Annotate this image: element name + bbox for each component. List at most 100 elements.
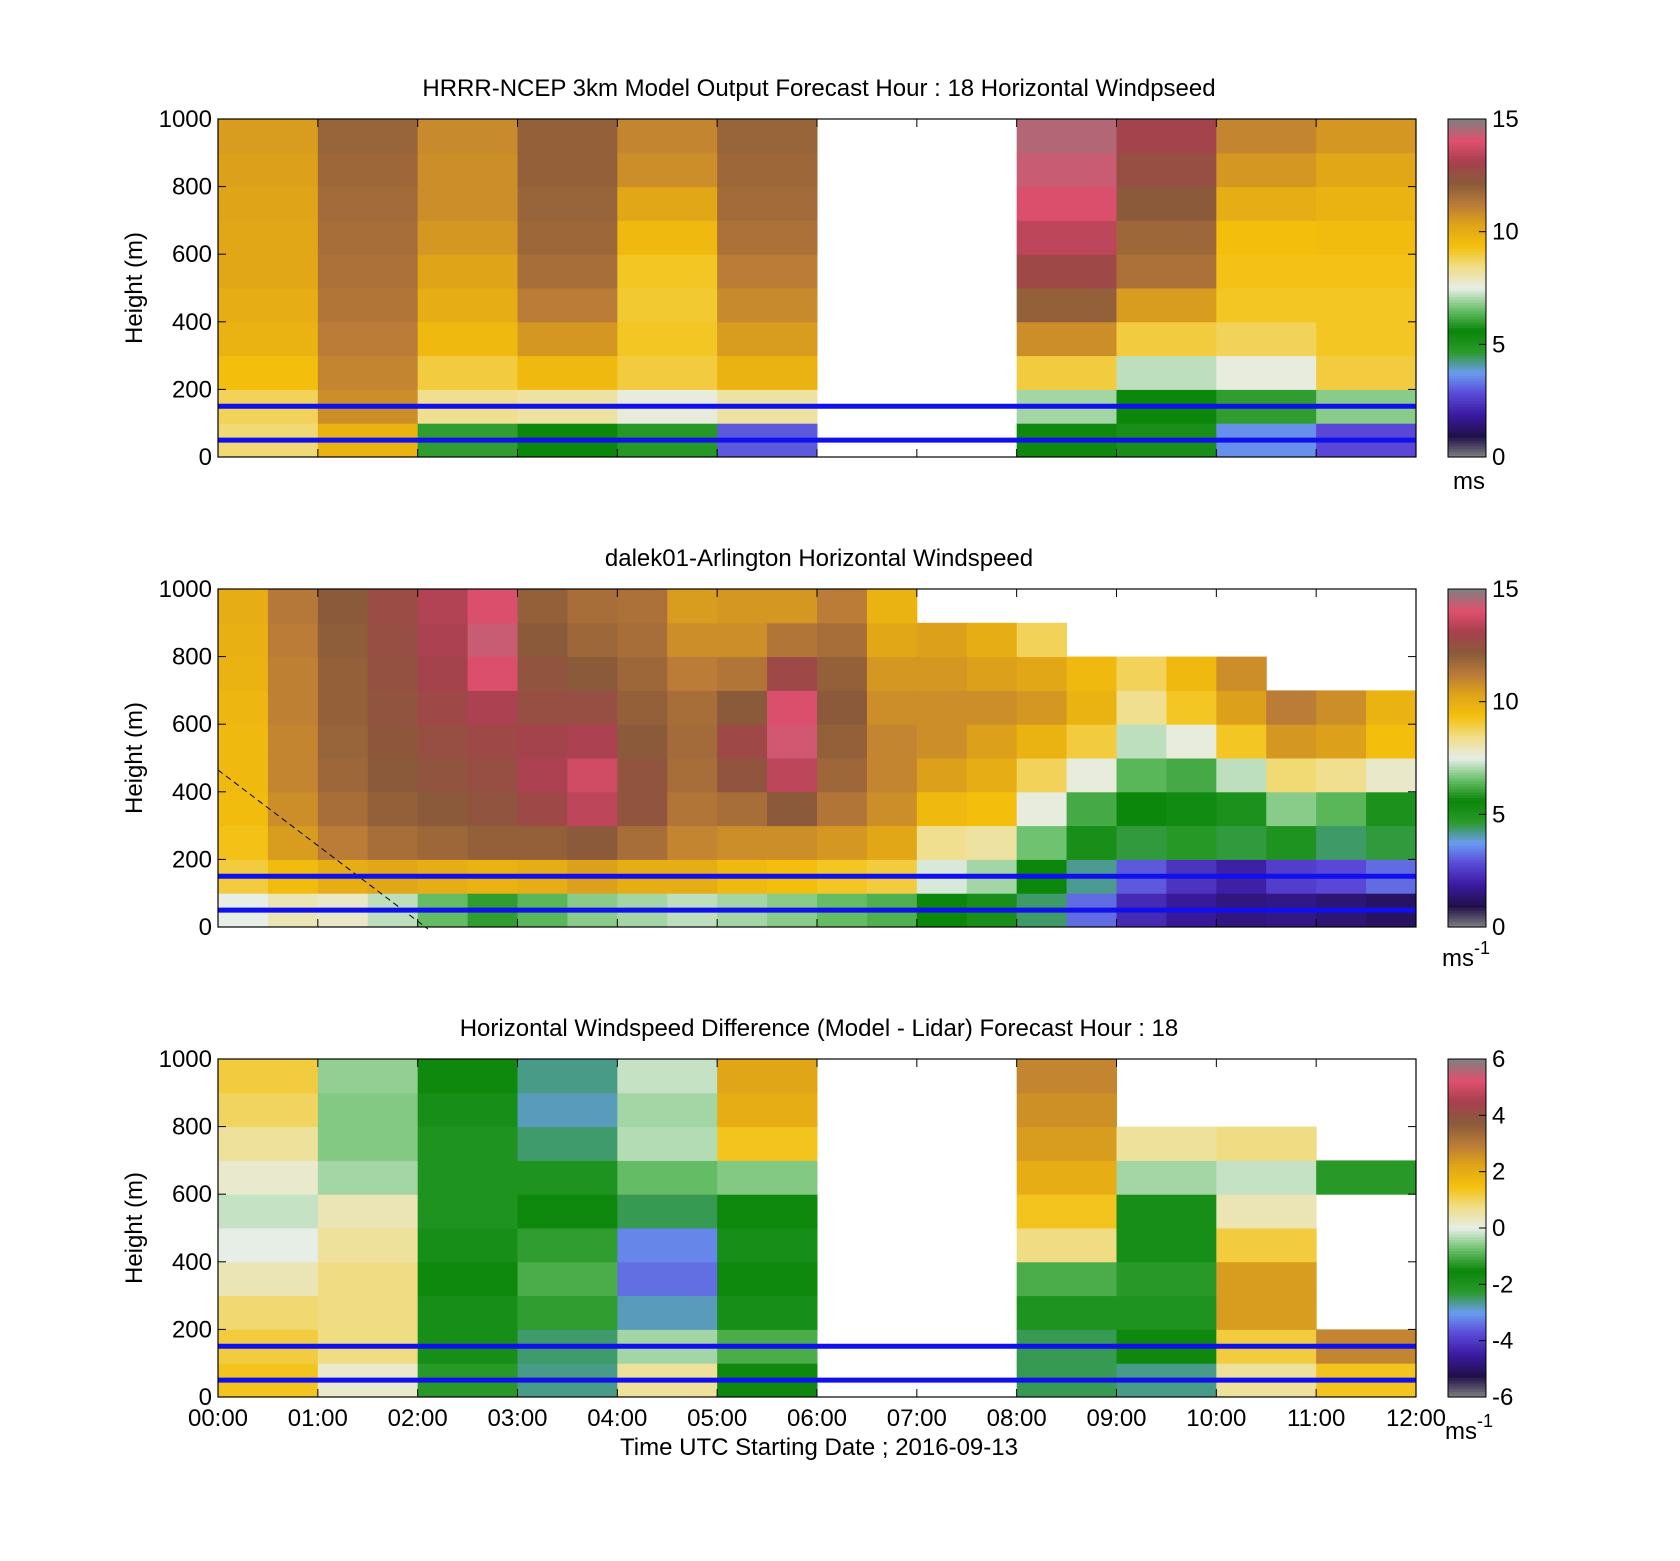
colorbar-tick-label: 10 <box>1492 689 1519 716</box>
heatmap-cell <box>417 690 469 725</box>
colorbar-segment <box>1448 665 1486 669</box>
colorbar-segment <box>1448 1385 1486 1390</box>
heatmap-cell <box>218 186 319 221</box>
colorbar-segment <box>1448 1135 1486 1139</box>
colorbar-segment <box>1448 234 1486 238</box>
heatmap-cell <box>1216 1194 1317 1229</box>
colorbar-segment <box>1448 448 1486 452</box>
colorbar-segment <box>1448 1233 1486 1238</box>
heatmap-cell <box>966 690 1018 725</box>
heatmap-cell <box>717 186 818 221</box>
colorbar-segment <box>1448 411 1486 416</box>
colorbar-segment <box>1448 1304 1486 1308</box>
colorbar-segment <box>1448 1267 1486 1271</box>
colorbar-segment <box>1448 400 1486 405</box>
y-tick-label: 800 <box>172 644 212 671</box>
y-tick-label: 800 <box>172 174 212 201</box>
colorbar-segment <box>1448 729 1486 734</box>
heatmap-cell <box>667 724 718 759</box>
colorbar-segment <box>1448 639 1486 644</box>
heatmap-cell <box>218 1194 319 1229</box>
y-axis-label: Height (m) <box>121 1172 148 1284</box>
heatmap-cell <box>517 690 568 725</box>
heatmap-cell <box>1116 288 1217 323</box>
colorbar-segment <box>1448 614 1486 618</box>
y-tick-label: 400 <box>172 779 212 806</box>
colorbar-segment <box>1448 392 1486 396</box>
colorbar-segment <box>1448 231 1486 236</box>
heatmap-cell <box>1066 758 1117 793</box>
colorbar-segment <box>1448 817 1486 821</box>
colorbar-segment <box>1448 324 1486 329</box>
colorbar-segment <box>1448 206 1486 210</box>
colorbar-segment <box>1448 1242 1486 1246</box>
colorbar-segment <box>1448 608 1486 613</box>
heatmap-cell <box>1016 656 1068 691</box>
heatmap-cell <box>966 758 1018 793</box>
heatmap-cell <box>517 152 618 188</box>
colorbar-segment <box>1448 164 1486 168</box>
colorbar-segment <box>1448 1315 1486 1319</box>
panel-title: Horizontal Windspeed Difference (Model -… <box>460 1015 1179 1042</box>
x-tick-label: 11:00 <box>1287 1405 1345 1432</box>
heatmap-cell <box>417 1194 518 1229</box>
heatmap-cell <box>1016 622 1068 658</box>
heatmap-cell <box>1316 791 1367 827</box>
colorbar-segment <box>1448 848 1486 852</box>
colorbar-segment <box>1448 1211 1486 1215</box>
y-tick-label: 600 <box>172 241 212 268</box>
colorbar-segment <box>1448 1194 1486 1198</box>
heatmap-cell <box>717 152 818 188</box>
colorbar-segment <box>1448 904 1486 908</box>
colorbar-segment <box>1448 1380 1486 1384</box>
colorbar-segment <box>1448 313 1486 317</box>
colorbar-segment <box>1448 772 1486 776</box>
heatmap-cell <box>1116 690 1167 725</box>
colorbar-segment <box>1448 409 1486 413</box>
colorbar-segment <box>1448 169 1486 174</box>
colorbar-segment <box>1448 262 1486 267</box>
heatmap-cell <box>417 1295 518 1330</box>
heatmap-cell <box>717 1160 818 1195</box>
heatmap-cell <box>767 724 818 759</box>
colorbar-segment <box>1448 378 1486 382</box>
heatmap-cell <box>317 1059 419 1094</box>
colorbar-segment <box>1448 1174 1486 1178</box>
colorbar-segment <box>1448 361 1486 365</box>
colorbar-segment <box>1448 611 1486 615</box>
colorbar-segment <box>1448 1078 1486 1083</box>
heatmap-cell <box>817 791 868 827</box>
colorbar-segment <box>1448 282 1486 286</box>
heatmap-cell <box>1266 724 1317 759</box>
colorbar-segment <box>1448 1166 1486 1170</box>
colorbar-segment <box>1448 1284 1486 1288</box>
heatmap-cell <box>667 690 718 725</box>
colorbar-segment <box>1448 386 1486 390</box>
colorbar-segment <box>1448 783 1486 787</box>
colorbar-segment <box>1448 797 1486 801</box>
heatmap-cell <box>567 656 618 691</box>
colorbar-segment <box>1448 1295 1486 1300</box>
heatmap-cell <box>517 724 568 759</box>
colorbar-segment <box>1448 1335 1486 1339</box>
colorbar-segment <box>1448 1171 1486 1176</box>
colorbar-frame <box>1447 118 1487 458</box>
x-tick-label: 08:00 <box>987 1405 1047 1432</box>
heatmap-cell <box>517 220 618 255</box>
colorbar-segment <box>1448 1298 1486 1302</box>
x-axis-ticks: 00:00 01:00 02:00 03:00 04:00 05:00 06:00 07:00… <box>188 1059 1446 1432</box>
heatmap-cell <box>218 1092 319 1128</box>
colorbar-segment <box>1448 853 1486 858</box>
colorbar-segment <box>1448 1357 1486 1361</box>
colorbar-tick-label: 0 <box>1492 444 1505 471</box>
colorbar-segment <box>1448 155 1486 160</box>
colorbar-segment <box>1448 1185 1486 1190</box>
heatmap-cell <box>417 1228 518 1263</box>
heatmap-cell <box>517 589 568 624</box>
heatmap-cell <box>1216 152 1317 188</box>
colorbar-segment <box>1448 135 1486 140</box>
colorbar-segment <box>1448 192 1486 196</box>
colorbar-segment <box>1448 1087 1486 1091</box>
colorbar-segment <box>1448 1070 1486 1074</box>
colorbar-segment <box>1448 910 1486 914</box>
